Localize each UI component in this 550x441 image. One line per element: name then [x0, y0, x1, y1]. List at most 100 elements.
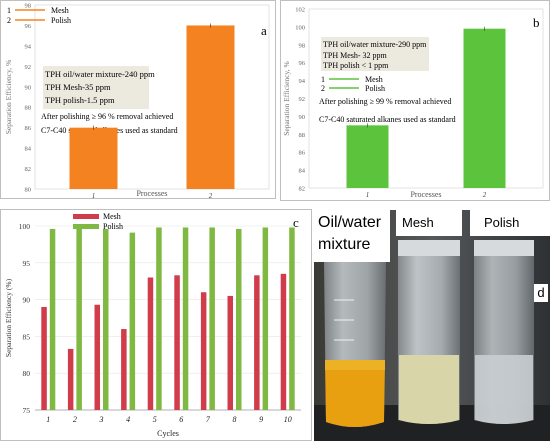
photo-illustration: [314, 210, 550, 441]
x-tick-label: 9: [259, 415, 263, 424]
x-tick-label: 1: [92, 192, 96, 198]
x-tick-label: 1: [366, 191, 370, 199]
legend-swatch: [73, 214, 99, 219]
y-tick-label: 82: [25, 166, 32, 173]
chart-c: c 75 80 85 90 95 100 1 2 3 4 5 6 7 8 9 10 Cycles Separati…: [4, 212, 301, 438]
bar-mesh-4: [121, 329, 127, 410]
plot-area: [34, 4, 270, 190]
info-line-b-1: TPH oil/water mixture-290 ppm: [323, 40, 427, 49]
bar-mesh-8: [227, 295, 233, 410]
y-tick-label: 98: [25, 3, 32, 10]
info-line-b-2: TPH Mesh- 32 ppm: [323, 51, 388, 60]
bar-mesh-6: [174, 275, 180, 410]
y-tick-label: 92: [25, 64, 32, 71]
bar-mesh-10: [280, 273, 287, 410]
x-tick-label: 8: [233, 415, 237, 424]
panel-label-d: d: [534, 284, 548, 302]
info-line-a-1: TPH oil/water mixture-240 ppm: [45, 69, 155, 79]
y-tick-label: 102: [295, 7, 305, 14]
y-tick-label: 84: [25, 146, 32, 153]
y-axis-label: Separation Efficiency (%): [4, 278, 13, 357]
y-axis-label: Separation Efficiency, %: [282, 61, 291, 136]
y-tick-label: 75: [23, 406, 31, 415]
panel-b: b TPH oil/water mixture-290 ppm TPH Mesh…: [280, 0, 550, 201]
panel-label-c: c: [293, 215, 299, 230]
bar-polish-6: [182, 227, 189, 410]
y-tick-label: 82: [299, 186, 306, 193]
bar-2: [186, 25, 235, 190]
bar-mesh-9: [254, 275, 260, 410]
y-tick-label: 90: [25, 84, 32, 91]
plot-area: [308, 8, 544, 189]
y-tick-label: 100: [295, 24, 305, 31]
bar-2: [463, 28, 506, 188]
y-tick-label: 80: [25, 187, 32, 194]
note-b-1: After polishing ≥ 99 % removal achieved: [319, 97, 451, 106]
y-tick-label: 100: [19, 222, 31, 231]
legend-number: 2: [7, 16, 11, 25]
legend-number: 2: [321, 84, 325, 93]
bar-1: [69, 127, 118, 189]
bar-polish-1: [49, 228, 56, 410]
x-axis-label: Cycles: [157, 429, 179, 438]
x-tick-label: 6: [179, 415, 183, 424]
panel-c: c 75 80 85 90 95 100 1 2 3 4 5 6 7 8 9 10 Cycles Separati…: [0, 209, 312, 441]
label-mesh: Mesh: [396, 210, 462, 236]
note-a-1: After polishing ≥ 96 % removal achieved: [41, 112, 173, 121]
x-tick-label: 10: [284, 415, 292, 424]
label-oil-water-line2: mixture: [318, 236, 371, 253]
x-tick-label: 5: [153, 415, 157, 424]
x-tick-label: 7: [206, 415, 211, 424]
y-tick-label: 90: [299, 114, 306, 121]
bar-polish-5: [156, 227, 162, 410]
bar-polish-4: [129, 232, 136, 410]
y-tick-label: 95: [23, 259, 31, 268]
panel-a: a TPH oil/water mixture-240 ppm TPH Mesh…: [0, 0, 276, 199]
legend-number: 1: [321, 75, 325, 84]
y-axis-label: Separation Efficiency, %: [4, 60, 13, 135]
x-axis-label: Processes: [136, 189, 167, 198]
x-tick-label: 1: [46, 415, 50, 424]
legend-number: 1: [7, 6, 11, 15]
bar-polish-8: [236, 228, 242, 410]
legend-label: Polish: [103, 222, 123, 231]
bar-mesh-3: [94, 304, 100, 410]
x-tick-label: 4: [126, 415, 130, 424]
y-tick-label: 96: [299, 60, 306, 67]
y-tick-label: 86: [299, 150, 306, 157]
bar-mesh-5: [147, 277, 154, 410]
bar-polish-3: [103, 228, 109, 410]
y-tick-label: 86: [25, 125, 32, 132]
x-tick-label: 2: [483, 191, 487, 199]
mesh-filtrate: [399, 355, 459, 424]
legend-swatch: [73, 224, 99, 229]
chart-b: b TPH oil/water mixture-290 ppm TPH Mesh…: [282, 7, 544, 199]
chart-a: a TPH oil/water mixture-240 ppm TPH Mesh…: [4, 3, 270, 198]
y-tick-label: 96: [25, 23, 32, 30]
beaker-oil-water: [324, 262, 386, 427]
bar-polish-7: [209, 227, 215, 410]
legend-label: Mesh: [51, 6, 69, 15]
vial-mesh: [398, 240, 460, 424]
bar-mesh-7: [200, 292, 207, 410]
legend-label: Mesh: [365, 75, 383, 84]
legend-label: Polish: [365, 84, 385, 93]
y-tick-label: 88: [25, 105, 32, 112]
info-box-b: [321, 37, 429, 71]
oil-layer: [325, 360, 385, 427]
y-tick-label: 90: [23, 296, 31, 305]
x-tick-label: 3: [99, 415, 104, 424]
y-tick-label: 80: [23, 369, 31, 378]
y-tick-label: 88: [299, 132, 306, 139]
y-tick-label: 92: [299, 96, 306, 103]
polish-filtrate: [475, 355, 533, 424]
y-tick-label: 94: [25, 43, 32, 50]
info-line-a-2: TPH Mesh-35 ppm: [45, 82, 111, 92]
photo-panel-d: Oil/water mixture Mesh Polish d: [314, 210, 550, 441]
x-tick-label: 2: [209, 192, 213, 198]
info-line-a-3: TPH polish-1.5 ppm: [45, 95, 115, 105]
panel-label-b: b: [533, 15, 540, 30]
info-line-b-3: TPH polish < 1 ppm: [323, 61, 389, 70]
bar-1: [346, 125, 389, 188]
vial-polish: [474, 240, 534, 424]
